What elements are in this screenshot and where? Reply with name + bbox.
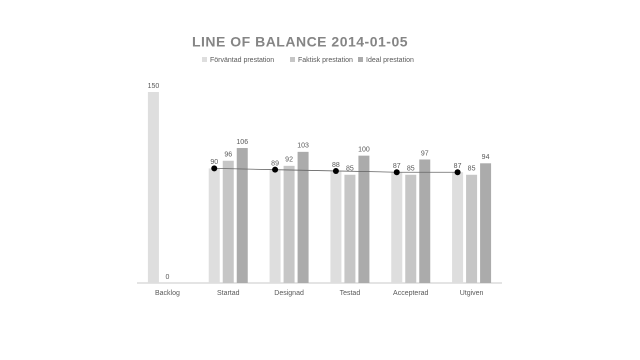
value-label: 87	[393, 163, 401, 170]
trend-dot	[393, 169, 400, 176]
bar	[344, 174, 356, 283]
x-tick-label: Backlog	[155, 290, 180, 297]
value-label: 87	[454, 163, 462, 170]
bar	[419, 159, 431, 283]
legend-swatch	[290, 57, 295, 62]
x-tick-label: Testad	[340, 290, 361, 297]
bar	[452, 172, 464, 283]
legend-swatch	[358, 57, 363, 62]
x-tick-label: Startad	[217, 290, 240, 297]
bar	[297, 151, 309, 283]
value-label: 85	[468, 166, 476, 173]
bar	[466, 174, 478, 283]
bar	[405, 174, 417, 283]
value-label: 97	[421, 150, 429, 157]
value-label: 89	[271, 161, 279, 168]
value-label: 90	[210, 159, 218, 166]
legend-swatch	[202, 57, 207, 62]
value-label: 92	[285, 157, 293, 164]
value-label: 100	[358, 147, 370, 154]
x-tick-label: Accepterad	[393, 290, 429, 297]
bar	[147, 92, 159, 283]
trend-dot	[211, 165, 218, 172]
trend-dot	[454, 169, 461, 176]
chart-title: LINE OF BALANCE 2014-01-05	[192, 34, 408, 50]
value-label: 85	[407, 166, 415, 173]
x-tick-label: Designad	[274, 290, 304, 297]
value-label: 96	[224, 152, 232, 159]
bar	[358, 155, 370, 283]
legend-label: Förväntad prestation	[210, 57, 274, 64]
value-label: 85	[346, 166, 354, 173]
legend-label: Ideal prestation	[366, 57, 414, 64]
value-label: 94	[482, 154, 490, 161]
bar	[480, 163, 492, 283]
bar	[236, 148, 248, 283]
value-label: 150	[148, 83, 160, 90]
bar	[208, 168, 220, 283]
bar	[391, 172, 403, 283]
value-label: 103	[297, 143, 309, 150]
bar	[330, 170, 342, 283]
bar	[222, 160, 234, 283]
value-label: 0	[165, 274, 169, 281]
value-label: 106	[236, 139, 248, 146]
legend-label: Faktisk prestation	[298, 57, 353, 64]
bar	[283, 165, 295, 283]
bar	[269, 169, 281, 283]
trend-dot	[332, 167, 339, 174]
x-tick-label: Utgiven	[460, 290, 484, 297]
trend-dot	[272, 166, 279, 173]
value-label: 88	[332, 162, 340, 169]
